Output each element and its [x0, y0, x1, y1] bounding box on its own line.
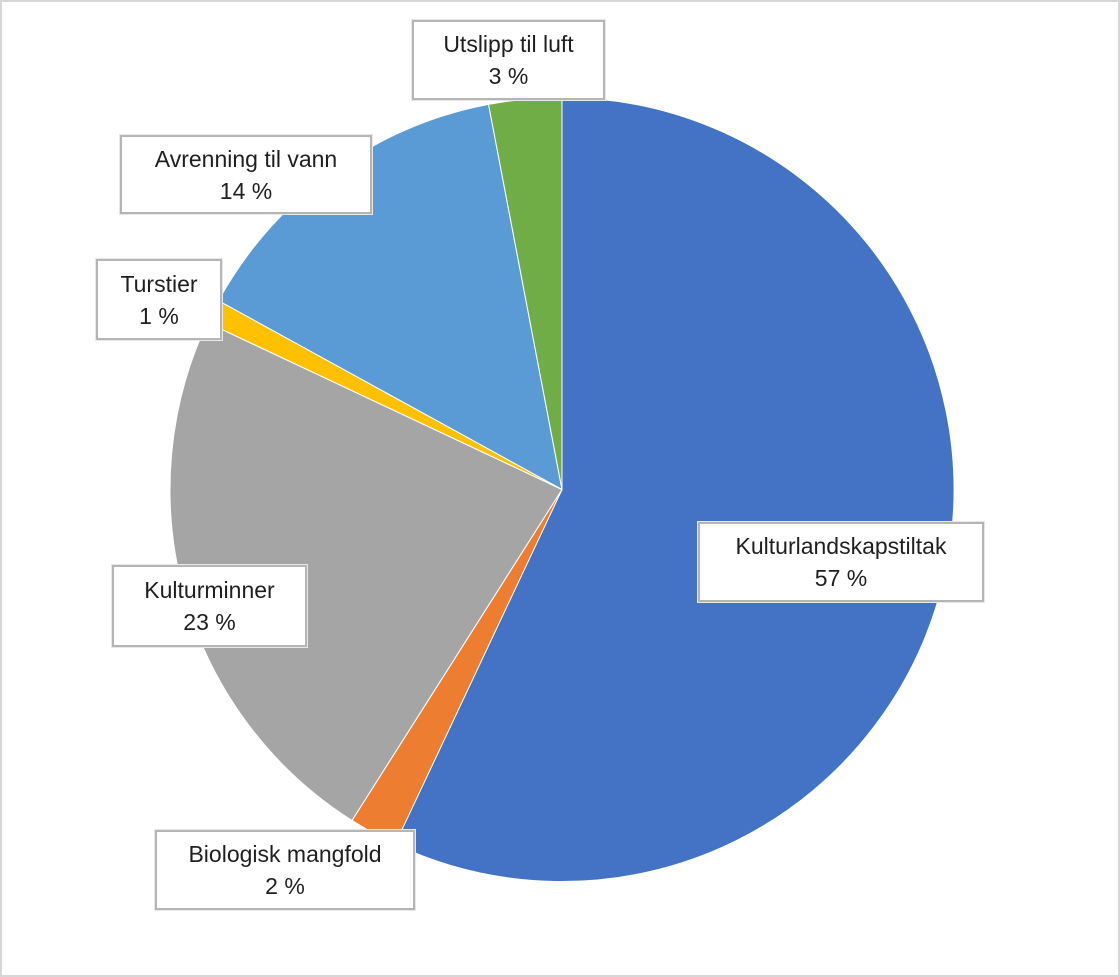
data-label-category: Turstier: [120, 270, 198, 297]
data-label-utslipp-til-luft: Utslipp til luft 3 %: [412, 20, 605, 100]
data-label-percent: 23 %: [183, 609, 236, 635]
data-label-category: Utslipp til luft: [443, 31, 574, 57]
data-label-kulturminner: Kulturminner 23 %: [112, 565, 307, 647]
data-label-percent: 57 %: [814, 565, 868, 591]
data-label-percent: 14 %: [219, 177, 273, 204]
data-label-percent: 1 %: [139, 302, 179, 329]
data-label-category: Kulturlandskapstiltak: [735, 533, 947, 559]
data-label-category: Avrenning til vann: [154, 145, 338, 172]
data-label-percent: 3 %: [488, 63, 529, 89]
data-label-kulturlandskapstiltak: Kulturlandskapstiltak 57 %: [698, 522, 984, 602]
data-label-turstier: Turstier 1 %: [96, 259, 222, 340]
data-label-avrenning-til-vann: Avrenning til vann 14 %: [120, 135, 372, 214]
data-label-biologisk-mangfold: Biologisk mangfold 2 %: [155, 830, 415, 910]
data-label-category: Biologisk mangfold: [188, 841, 382, 867]
data-label-percent: 2 %: [265, 873, 305, 899]
data-label-category: Kulturminner: [144, 577, 275, 603]
